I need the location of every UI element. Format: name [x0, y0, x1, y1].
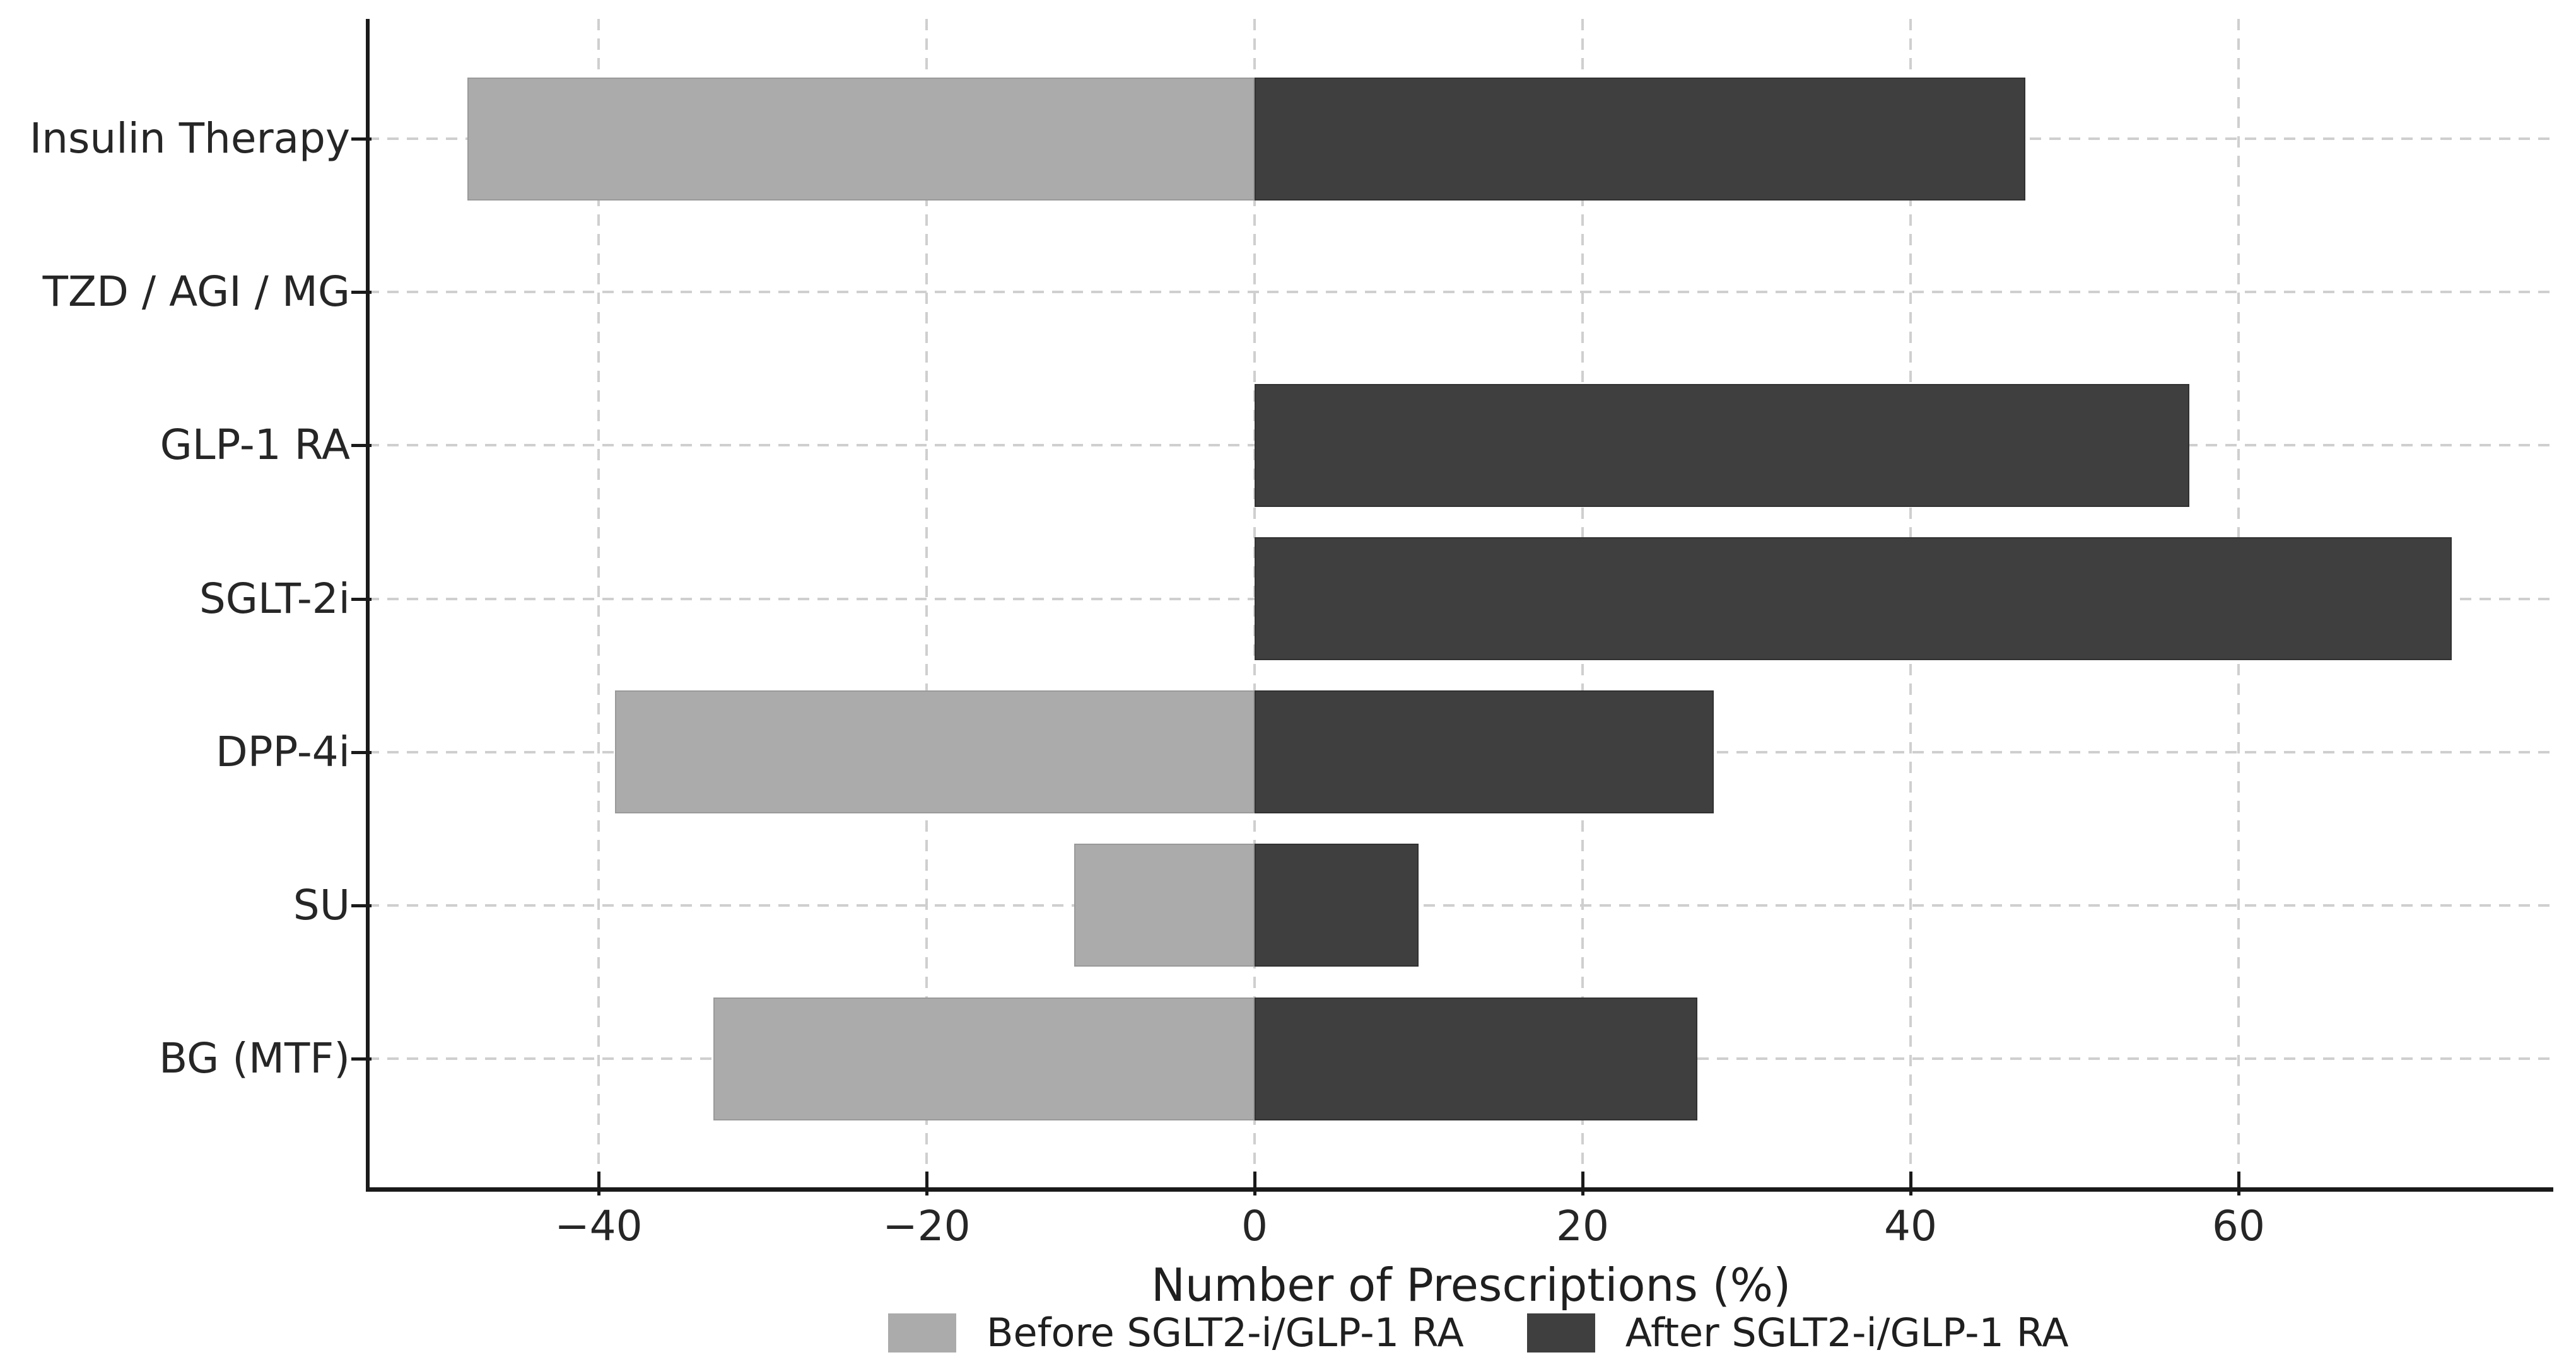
y-axis-tick [351, 1057, 372, 1061]
x-tick-label: 60 [2212, 1202, 2265, 1250]
y-category-label: Insulin Therapy [29, 114, 350, 163]
x-tick-label: −40 [554, 1202, 643, 1250]
legend-item-after: After SGLT2-i/GLP-1 RA [1526, 1310, 2069, 1356]
x-axis-tick [1581, 1172, 1584, 1195]
x-axis-tick [925, 1172, 928, 1195]
bar-after-4 [1255, 690, 1714, 814]
vertical-gridline [925, 19, 928, 1188]
y-axis-tick [351, 444, 372, 448]
x-axis-tick [597, 1172, 600, 1195]
x-axis-tick [2237, 1172, 2240, 1195]
legend-swatch-before [888, 1313, 956, 1352]
y-axis-tick [351, 291, 372, 294]
x-axis-tick [1909, 1172, 1912, 1195]
bar-before-0 [467, 77, 1255, 201]
x-tick-label: −20 [882, 1202, 971, 1250]
bar-after-0 [1255, 77, 2025, 201]
y-category-label: GLP-1 RA [160, 421, 350, 470]
bar-before-4 [615, 690, 1255, 814]
bar-after-5 [1255, 844, 1419, 967]
legend: Before SGLT2-i/GLP-1 RA After SGLT2-i/GL… [888, 1313, 2069, 1353]
legend-item-before: Before SGLT2-i/GLP-1 RA [888, 1313, 1464, 1353]
vertical-gridline [597, 19, 600, 1188]
horizontal-gridline [368, 291, 2552, 294]
x-axis-spine [366, 1187, 2553, 1192]
x-tick-label: 20 [1556, 1202, 1609, 1250]
y-axis-tick [351, 750, 372, 754]
y-axis-tick [351, 904, 372, 907]
legend-swatch-after [1526, 1313, 1595, 1352]
x-tick-label: 0 [1241, 1202, 1268, 1250]
y-category-label: TZD / AGI / MG [42, 267, 350, 317]
y-axis-spine [366, 19, 370, 1192]
bar-after-2 [1255, 383, 2189, 507]
y-category-label: BG (MTF) [159, 1034, 350, 1083]
bar-before-6 [713, 997, 1255, 1120]
x-axis-tick [1253, 1172, 1256, 1195]
x-axis-title: Number of Prescriptions (%) [1151, 1259, 1791, 1312]
y-axis-tick [351, 597, 372, 601]
y-category-label: SU [293, 880, 350, 929]
legend-label-before: Before SGLT2-i/GLP-1 RA [986, 1310, 1464, 1356]
y-axis-tick [351, 137, 372, 141]
legend-label-after: After SGLT2-i/GLP-1 RA [1625, 1310, 2069, 1356]
y-category-label: SGLT-2i [199, 574, 350, 623]
x-tick-label: 40 [1884, 1202, 1937, 1250]
y-category-label: DPP-4i [215, 727, 350, 776]
bar-before-5 [1074, 844, 1255, 967]
horizontal-gridline [368, 904, 2552, 907]
bar-after-6 [1255, 997, 1697, 1120]
bar-after-3 [1255, 537, 2452, 660]
